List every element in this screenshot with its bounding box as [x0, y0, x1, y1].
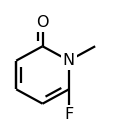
- Text: O: O: [36, 15, 48, 30]
- Text: F: F: [64, 107, 73, 122]
- Text: N: N: [62, 53, 74, 68]
